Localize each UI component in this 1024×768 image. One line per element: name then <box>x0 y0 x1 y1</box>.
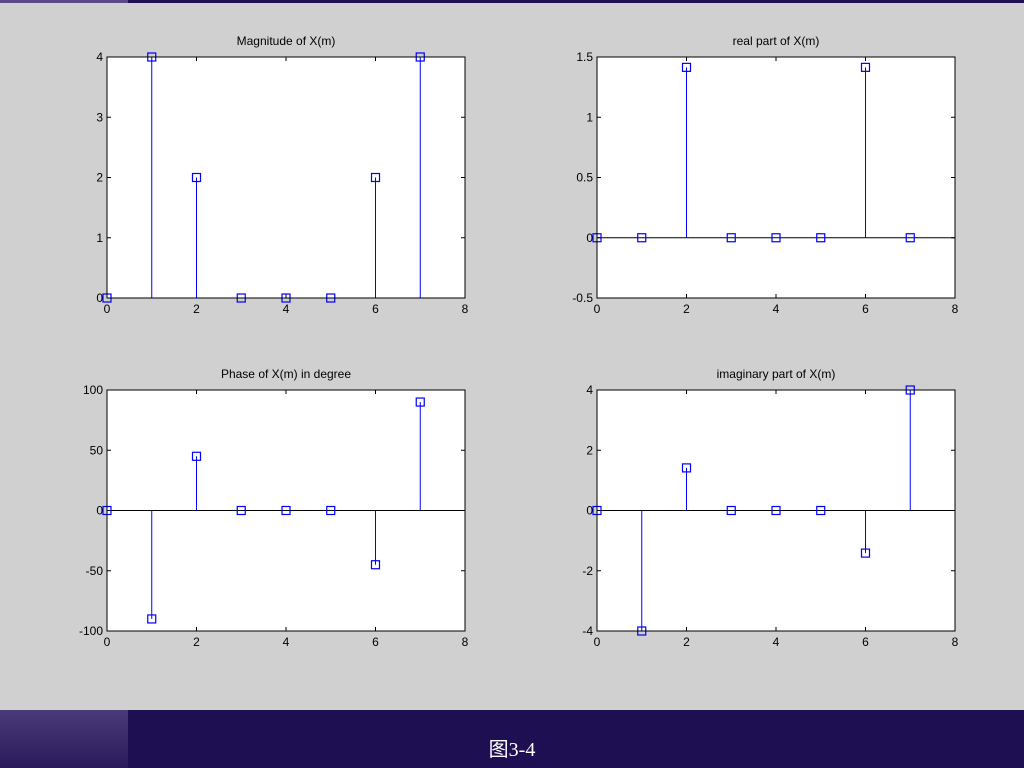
y-tick-label: 0 <box>586 231 593 245</box>
x-tick-label: 8 <box>462 302 469 316</box>
data-marker <box>860 62 871 72</box>
data-marker <box>816 233 826 243</box>
data-marker <box>771 233 781 243</box>
data-marker <box>191 172 202 183</box>
y-tick-label: 50 <box>90 443 104 457</box>
subplot-title: Magnitude of X(m) <box>237 34 336 48</box>
y-tick-label: -100 <box>79 624 103 638</box>
x-tick-label: 4 <box>773 635 780 649</box>
data-marker <box>326 505 336 516</box>
y-tick-label: 0.5 <box>576 171 593 185</box>
x-tick-label: 6 <box>372 302 379 316</box>
y-tick-label: 1.5 <box>576 50 593 64</box>
data-marker <box>816 505 826 516</box>
data-marker <box>771 505 781 516</box>
y-tick-label: 3 <box>96 110 103 124</box>
footer-bar: 图3-4 <box>0 710 1024 768</box>
x-tick-label: 4 <box>283 302 290 316</box>
x-tick-label: 6 <box>372 635 379 649</box>
y-tick-label: 4 <box>96 50 103 64</box>
y-tick-label: 1 <box>96 231 103 245</box>
top-rule-accent <box>0 0 128 3</box>
data-marker <box>236 505 246 516</box>
x-tick-label: 4 <box>283 635 290 649</box>
x-tick-label: 8 <box>952 302 959 316</box>
x-tick-label: 0 <box>104 302 111 316</box>
data-marker <box>681 463 692 473</box>
y-tick-label: 4 <box>586 383 593 397</box>
x-tick-label: 6 <box>862 635 869 649</box>
x-tick-label: 8 <box>952 635 959 649</box>
subplot-title: real part of X(m) <box>733 34 820 48</box>
y-tick-label: 2 <box>586 443 593 457</box>
axes-frame <box>106 389 466 632</box>
subplot-title: Phase of X(m) in degree <box>221 367 351 381</box>
y-tick-label: -2 <box>582 564 593 578</box>
y-tick-label: 0 <box>586 504 593 518</box>
x-tick-label: 2 <box>683 635 690 649</box>
x-tick-label: 2 <box>193 302 200 316</box>
data-marker <box>370 172 381 183</box>
x-tick-label: 0 <box>594 302 601 316</box>
data-marker <box>681 62 692 72</box>
x-tick-label: 2 <box>193 635 200 649</box>
x-tick-label: 0 <box>104 635 111 649</box>
data-marker <box>726 505 736 516</box>
plot-area <box>107 57 465 298</box>
subplot-3: 0 2 4 6 8 -100 -50 0 50 100 Phase of X(m) in degre… <box>79 367 469 649</box>
footer-accent <box>0 710 128 768</box>
y-tick-label: 1 <box>586 110 593 124</box>
axes-frame <box>596 56 956 299</box>
figure-caption: 图3-4 <box>488 739 536 761</box>
subplot-title: imaginary part of X(m) <box>717 367 836 381</box>
x-tick-label: 8 <box>462 635 469 649</box>
data-marker <box>191 451 202 461</box>
top-rule <box>0 0 1024 3</box>
data-marker <box>905 233 915 243</box>
plot-area <box>597 57 955 298</box>
data-marker <box>637 233 647 243</box>
y-tick-label: 0 <box>96 291 103 305</box>
y-tick-label: -0.5 <box>572 291 593 305</box>
x-tick-label: 4 <box>773 302 780 316</box>
data-marker <box>147 614 157 624</box>
data-marker <box>726 233 736 243</box>
y-tick-label: 100 <box>83 383 103 397</box>
data-marker <box>415 397 425 407</box>
data-marker <box>281 505 291 516</box>
subplot-1: 0 2 4 6 8 0 1 2 3 4 Magnitude of X(m) <box>96 34 468 316</box>
y-tick-label: -4 <box>582 624 593 638</box>
x-tick-label: 2 <box>683 302 690 316</box>
subplot-4: 0 2 4 6 8 -4 -2 0 2 4 imaginary part of X(m) <box>582 367 958 649</box>
data-marker <box>370 560 381 570</box>
x-tick-label: 6 <box>862 302 869 316</box>
y-tick-label: -50 <box>86 564 104 578</box>
axes-frame <box>596 389 956 632</box>
axes-frame <box>106 56 466 299</box>
y-tick-label: 0 <box>96 504 103 518</box>
y-tick-label: 2 <box>96 171 103 185</box>
x-tick-label: 0 <box>594 635 601 649</box>
data-marker <box>860 548 871 558</box>
